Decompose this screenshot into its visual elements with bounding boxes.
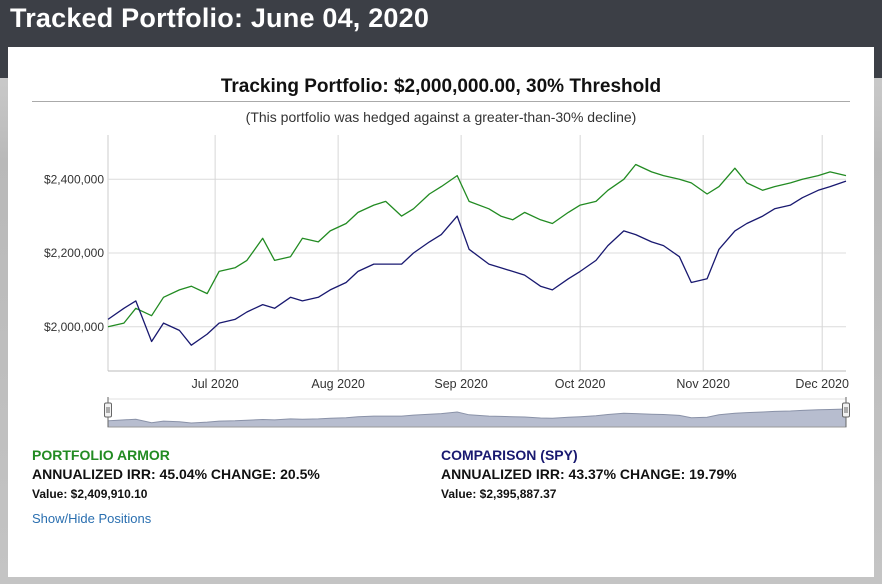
armor-stats: PORTFOLIO ARMOR ANNUALIZED IRR: 45.04% C… (32, 447, 320, 501)
x-tick-label: Sep 2020 (434, 377, 488, 391)
spy-series-name: COMPARISON (SPY) (441, 447, 578, 463)
spy-value: Value: $2,395,887.37 (441, 487, 557, 501)
navigator-area (107, 408, 847, 428)
show-hide-positions-link[interactable]: Show/Hide Positions (32, 511, 152, 526)
y-tick-label: $2,400,000 (44, 172, 104, 186)
grid-lines (107, 135, 846, 372)
armor-irr: ANNUALIZED IRR: 45.04% CHANGE: 20.5% (32, 466, 320, 482)
performance-chart[interactable]: $2,000,000 $2,200,000 $2,400,000 Jul 2020 A… (8, 127, 874, 527)
x-tick-label: Dec 2020 (795, 377, 849, 391)
navigator-handle-grip (104, 402, 112, 418)
page-title: Tracked Portfolio: June 04, 2020 (10, 3, 430, 33)
armor-series-name: PORTFOLIO ARMOR (32, 447, 170, 463)
x-tick-label: Nov 2020 (676, 377, 730, 391)
spy-stats: COMPARISON (SPY) ANNUALIZED IRR: 43.37% … (441, 447, 737, 501)
portfolio-card: Tracking Portfolio: $2,000,000.00, 30% T… (8, 47, 874, 577)
chart-subtitle: (This portfolio was hedged against a gre… (245, 109, 637, 125)
navigator-right-handle[interactable] (842, 397, 850, 427)
x-tick-label: Oct 2020 (555, 377, 606, 391)
y-tick-label: $2,200,000 (44, 246, 104, 260)
x-tick-label: Jul 2020 (191, 377, 238, 391)
navigator-handle-grip (842, 402, 850, 418)
y-tick-label: $2,000,000 (44, 320, 104, 334)
title-divider (32, 101, 850, 102)
series-lines (107, 163, 847, 346)
armor-value: Value: $2,409,910.10 (32, 487, 148, 501)
chart-title: Tracking Portfolio: $2,000,000.00, 30% T… (220, 76, 662, 97)
y-axis: $2,000,000 $2,200,000 $2,400,000 (44, 172, 104, 334)
range-navigator[interactable] (104, 397, 850, 428)
x-axis: Jul 2020 Aug 2020 Sep 2020 Oct 2020 Nov 2020… (191, 377, 848, 391)
navigator-left-handle[interactable] (104, 397, 112, 427)
armor-series-line (107, 163, 847, 328)
spy-series-line (107, 180, 847, 346)
x-tick-label: Aug 2020 (311, 377, 365, 391)
spy-irr: ANNUALIZED IRR: 43.37% CHANGE: 19.79% (441, 466, 737, 482)
